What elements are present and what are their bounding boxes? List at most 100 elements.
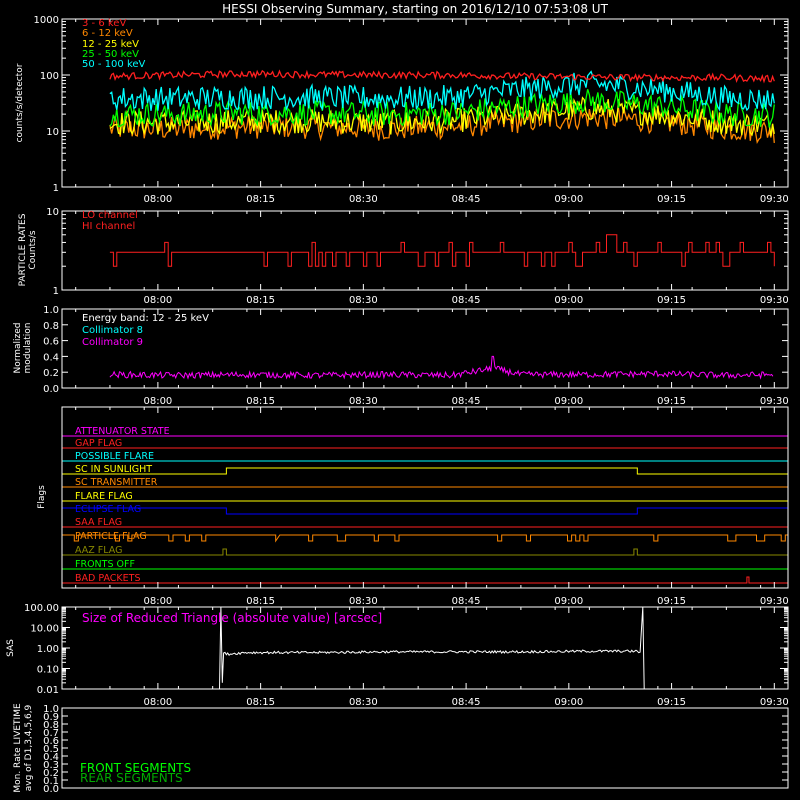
- x-tick-label: 08:45: [452, 194, 481, 205]
- x-tick-label: 08:00: [143, 396, 172, 407]
- livetime-panel: Mon. Rate LIVETIME avg of D1,3,4,5,6,9 1…: [13, 703, 789, 795]
- y-tick-label: 0.3: [43, 760, 59, 771]
- flags-xticks: 08:00 08:15 08:30 08:45 09:00 09:15 09:30: [75, 407, 789, 607]
- legend-50-100kev: 50 - 100 keV: [82, 59, 146, 70]
- x-tick-label: 08:30: [349, 396, 378, 407]
- x-tick-label: 09:00: [554, 596, 583, 607]
- x-tick-label: 08:15: [246, 194, 275, 205]
- x-tick-label: 09:00: [554, 697, 583, 708]
- y-tick-label: 1: [53, 183, 59, 194]
- y-tick-label: 0.4: [43, 352, 59, 363]
- counts-yticks: 1000 100 10 1: [34, 15, 788, 194]
- x-tick-label: 09:30: [760, 697, 789, 708]
- x-tick-label: 08:30: [349, 295, 378, 306]
- flag-label: PARTICLE FLAG: [75, 531, 147, 542]
- y-tick-label: 100.00: [24, 603, 59, 614]
- x-tick-label: 09:30: [760, 396, 789, 407]
- x-tick-label: 08:45: [452, 697, 481, 708]
- x-tick-label: 08:15: [246, 396, 275, 407]
- y-tick-label: 0.5: [43, 744, 59, 755]
- x-tick-label: 08:30: [349, 697, 378, 708]
- sas-traces: [219, 606, 645, 690]
- modulation-panel: Normalized modulation 1.0 0.8 0.6 0.4 0.2 0.0…: [13, 305, 789, 407]
- livetime-yticks: 1.00.90.80.70.60.50.40.30.20.10.0: [43, 704, 788, 795]
- x-tick-label: 08:30: [349, 596, 378, 607]
- flag-line: [61, 534, 788, 543]
- legend-25-50kev: 25 - 50 keV: [82, 49, 139, 60]
- x-tick-label: 09:15: [657, 596, 686, 607]
- legend-collimator-8: Collimator 8: [82, 325, 143, 336]
- particle-xticks: 08:00 08:15 08:30 08:45 09:00 09:15 09:30: [75, 211, 789, 306]
- flag-label: SAA FLAG: [75, 517, 122, 528]
- x-tick-label: 08:45: [452, 596, 481, 607]
- y-tick-label: 0.6: [43, 337, 59, 348]
- legend-3-6kev: 3 - 6 keV: [82, 18, 126, 29]
- flags-frame: [61, 406, 789, 589]
- legend-lo-channel: LO channel: [82, 210, 138, 221]
- x-tick-label: 08:00: [143, 697, 172, 708]
- counts-legend: 3 - 6 keV 6 - 12 keV 12 - 25 keV 25 - 50…: [82, 18, 146, 70]
- x-tick-label: 08:15: [246, 596, 275, 607]
- x-tick-label: 09:00: [554, 396, 583, 407]
- x-tick-label: 08:45: [452, 396, 481, 407]
- legend-12-25kev: 12 - 25 keV: [82, 39, 139, 50]
- flag-line: [62, 507, 788, 515]
- x-tick-label: 08:00: [143, 194, 172, 205]
- x-tick-label: 08:00: [143, 596, 172, 607]
- y-tick-label: 0.0: [43, 784, 59, 795]
- particle-traces: [109, 234, 775, 267]
- flag-label: SC IN SUNLIGHT: [75, 464, 152, 475]
- y-tick-label: 10.00: [30, 624, 59, 635]
- x-tick-label: 09:30: [760, 295, 789, 306]
- y-tick-label: 1.0: [43, 704, 59, 715]
- y-tick-label: 10: [46, 127, 59, 138]
- y-tick-label: 0.7: [43, 728, 59, 739]
- flag-label: BAD PACKETS: [75, 573, 141, 584]
- y-tick-label: 1.00: [37, 644, 59, 655]
- y-tick-label: 1: [53, 286, 59, 297]
- legend-collimator-9: Collimator 9: [82, 337, 143, 348]
- flag-label: POSSIBLE FLARE: [75, 451, 154, 462]
- counts-series: [109, 96, 775, 137]
- livetime-ylabel-2: avg of D1,3,4,5,6,9: [24, 704, 34, 791]
- flag-line: [62, 576, 788, 584]
- flag-label: FRONTS OFF: [75, 559, 135, 570]
- particle-yticks: 10 1: [46, 207, 788, 297]
- x-tick-label: 09:15: [657, 396, 686, 407]
- y-tick-label: 0.4: [43, 752, 59, 763]
- y-tick-label: 0.0: [43, 384, 59, 395]
- legend-front-segments: FRONT SEGMENTS: [80, 761, 191, 775]
- x-tick-label: 09:15: [657, 697, 686, 708]
- sas-yticks: 100.00 10.00 1.00 0.10 0.01: [24, 603, 788, 696]
- x-tick-label: 09:30: [760, 194, 789, 205]
- x-tick-label: 09:00: [554, 295, 583, 306]
- flag-label: GAP FLAG: [75, 438, 122, 449]
- flag-line: [62, 467, 788, 475]
- y-tick-label: 1000: [34, 15, 59, 26]
- legend-hi-channel: HI channel: [82, 221, 135, 232]
- x-tick-label: 09:15: [657, 295, 686, 306]
- x-tick-label: 08:00: [143, 295, 172, 306]
- modulation-ylabel-1: Normalized: [13, 322, 23, 373]
- y-tick-label: 1.0: [43, 305, 59, 316]
- modulation-xticks: 08:00 08:15 08:30 08:45 09:00 09:15 09:30: [75, 309, 789, 407]
- modulation-series: [109, 355, 774, 380]
- counts-xticks: 08:00 08:15 08:30 08:45 09:00 09:15 09:30: [75, 19, 789, 205]
- y-tick-label: 0.2: [43, 768, 59, 779]
- sas-legend: Size of Reduced Triangle (absolute value…: [82, 611, 382, 625]
- flag-label: AAZ FLAG: [75, 545, 122, 556]
- sas-xticks: 08:00 08:15 08:30 08:45 09:00 09:15 09:30: [75, 607, 789, 708]
- counts-series: [109, 70, 775, 112]
- counts-traces: [109, 69, 775, 144]
- x-tick-label: 08:15: [246, 697, 275, 708]
- legend-rear-segments: REAR SEGMENTS: [80, 771, 183, 785]
- particle-ylabel-2: Counts/s: [28, 230, 38, 269]
- y-tick-label: 0.6: [43, 736, 59, 747]
- livetime-ylabel-1: Mon. Rate LIVETIME: [13, 703, 23, 793]
- particle-frame: [61, 210, 789, 291]
- y-tick-label: 10: [46, 207, 59, 218]
